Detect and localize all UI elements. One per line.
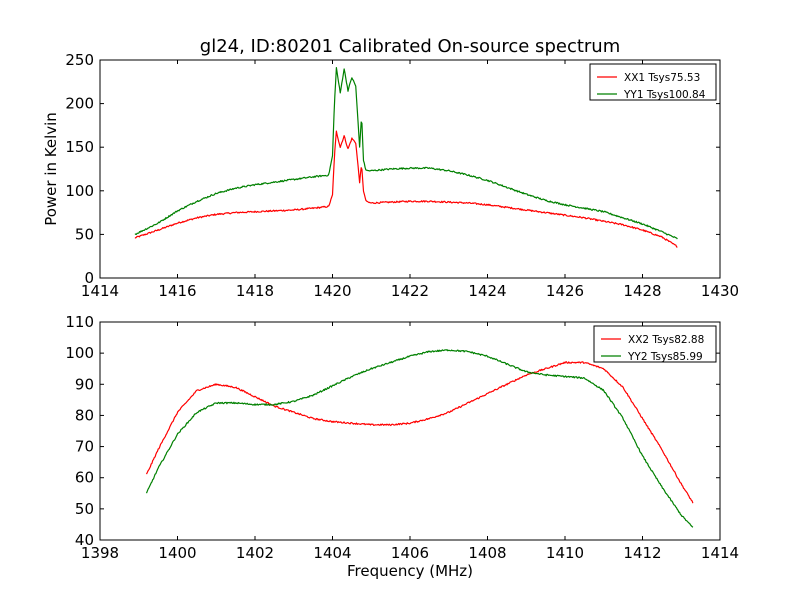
series-line-1 xyxy=(145,361,694,504)
y-tick-label: 60 xyxy=(75,469,94,487)
x-tick-label: 1402 xyxy=(236,544,274,562)
y-tick-label: 80 xyxy=(75,406,94,424)
x-tick-label: 1430 xyxy=(701,282,739,300)
y-tick-label: 70 xyxy=(75,438,94,456)
bottom-legend: XX2 Tsys82.88 YY2 Tsys85.99 xyxy=(593,325,717,363)
top-series-group xyxy=(134,67,678,248)
x-tick-label: 1406 xyxy=(391,544,429,562)
x-tick-label: 1424 xyxy=(468,282,506,300)
x-tick-label: 1422 xyxy=(391,282,429,300)
y-tick-label: 90 xyxy=(75,375,94,393)
legend-label-2: YY2 Tsys85.99 xyxy=(627,351,703,363)
y-tick-label: 0 xyxy=(84,269,94,287)
y-tick-label: 40 xyxy=(75,531,94,549)
x-tick-label: 1414 xyxy=(81,282,119,300)
x-tick-label: 1416 xyxy=(158,282,196,300)
x-tick-label: 1400 xyxy=(158,544,196,562)
x-tick-label: 1410 xyxy=(546,544,584,562)
top-axis-ticks: 1414 1416 1418 1420 1422 1424 1426 1428 1430 0 50 1… xyxy=(65,51,739,300)
x-tick-label: 1408 xyxy=(468,544,506,562)
x-tick-label: 1420 xyxy=(313,282,351,300)
bottom-series-group xyxy=(145,349,694,528)
top-y-axis-label: Power in Kelvin xyxy=(42,112,60,226)
series-line-1 xyxy=(134,130,678,248)
chart-title: gl24, ID:80201 Calibrated On-source spec… xyxy=(200,36,620,57)
top-legend: XX1 Tsys75.53 YY1 Tsys100.84 xyxy=(589,63,717,101)
y-tick-label: 150 xyxy=(65,138,94,156)
series-line-2 xyxy=(134,67,678,240)
x-tick-label: 1412 xyxy=(623,544,661,562)
x-tick-label: 1426 xyxy=(546,282,584,300)
y-tick-label: 250 xyxy=(65,51,94,69)
legend-label-2: YY1 Tsys100.84 xyxy=(623,89,706,101)
legend-label-1: XX1 Tsys75.53 xyxy=(624,72,700,84)
series-line-2 xyxy=(145,349,694,528)
legend-label-1: XX2 Tsys82.88 xyxy=(628,334,704,346)
x-tick-label: 1404 xyxy=(313,544,351,562)
bottom-plot-frame xyxy=(99,321,721,541)
y-tick-label: 50 xyxy=(75,500,94,518)
y-tick-label: 200 xyxy=(65,95,94,113)
x-tick-label: 1414 xyxy=(701,544,739,562)
top-plot-frame xyxy=(99,59,721,279)
x-tick-label: 1428 xyxy=(623,282,661,300)
bottom-chart: Frequency (MHz) 1398 1400 1402 1404 1406 1408… xyxy=(65,313,739,580)
y-tick-label: 110 xyxy=(65,313,94,331)
y-tick-label: 100 xyxy=(65,344,94,362)
y-tick-label: 50 xyxy=(75,225,94,243)
y-tick-label: 100 xyxy=(65,182,94,200)
x-tick-label: 1398 xyxy=(81,544,119,562)
bottom-x-axis-label: Frequency (MHz) xyxy=(347,562,473,580)
bottom-axis-ticks: 1398 1400 1402 1404 1406 1408 1410 1412 1414 40 50… xyxy=(65,313,739,562)
x-tick-label: 1418 xyxy=(236,282,274,300)
top-chart: gl24, ID:80201 Calibrated On-source spec… xyxy=(42,36,739,300)
